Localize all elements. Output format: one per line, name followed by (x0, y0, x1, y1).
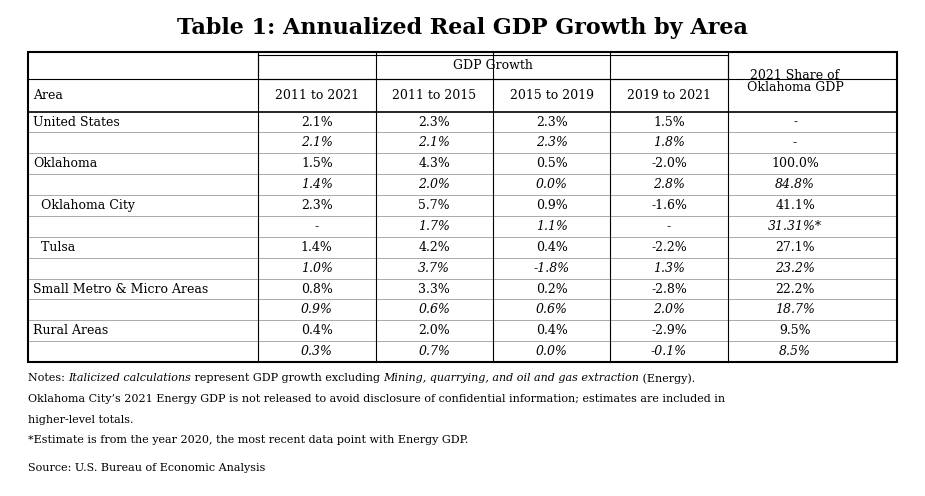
Text: Tulsa: Tulsa (33, 241, 76, 254)
Text: Area: Area (33, 89, 63, 102)
Text: 22.2%: 22.2% (775, 283, 815, 296)
Text: 9.5%: 9.5% (779, 324, 811, 337)
Text: Rural Areas: Rural Areas (33, 324, 108, 337)
Text: -: - (667, 220, 672, 233)
Text: 0.9%: 0.9% (301, 304, 333, 316)
Text: 2011 to 2021: 2011 to 2021 (275, 89, 359, 102)
Text: 4.3%: 4.3% (418, 157, 450, 170)
Text: (Energy).: (Energy). (639, 373, 696, 383)
Text: 2.1%: 2.1% (301, 136, 333, 149)
Text: 2.8%: 2.8% (653, 178, 684, 191)
Text: 0.8%: 0.8% (301, 283, 333, 296)
Text: 27.1%: 27.1% (775, 241, 815, 254)
Text: Italicized calculations: Italicized calculations (68, 373, 191, 383)
Text: 0.6%: 0.6% (536, 304, 568, 316)
Text: 2.0%: 2.0% (418, 324, 450, 337)
Text: Small Metro & Micro Areas: Small Metro & Micro Areas (33, 283, 208, 296)
Text: 1.1%: 1.1% (536, 220, 568, 233)
Text: 31.31%*: 31.31%* (768, 220, 822, 233)
Text: United States: United States (33, 116, 120, 128)
Text: 1.5%: 1.5% (301, 157, 333, 170)
Text: 0.6%: 0.6% (418, 304, 450, 316)
Text: 2.3%: 2.3% (536, 136, 568, 149)
Text: -: - (793, 136, 797, 149)
Text: -: - (793, 116, 797, 128)
Text: 84.8%: 84.8% (775, 178, 815, 191)
Text: 2015 to 2019: 2015 to 2019 (510, 89, 594, 102)
Text: 2011 to 2015: 2011 to 2015 (392, 89, 476, 102)
Text: -2.9%: -2.9% (651, 324, 687, 337)
Text: 0.2%: 0.2% (536, 283, 568, 296)
Text: 1.4%: 1.4% (301, 241, 333, 254)
Text: Oklahoma: Oklahoma (33, 157, 97, 170)
Text: 0.4%: 0.4% (301, 324, 333, 337)
Text: *Estimate is from the year 2020, the most recent data point with Energy GDP.: *Estimate is from the year 2020, the mos… (28, 435, 468, 445)
Text: -2.2%: -2.2% (651, 241, 687, 254)
Text: 0.9%: 0.9% (536, 199, 568, 212)
Text: 2.3%: 2.3% (301, 199, 333, 212)
Text: 1.7%: 1.7% (418, 220, 450, 233)
Text: 23.2%: 23.2% (775, 262, 815, 275)
Text: 2.0%: 2.0% (418, 178, 450, 191)
Text: 18.7%: 18.7% (775, 304, 815, 316)
Text: represent GDP growth excluding: represent GDP growth excluding (191, 373, 384, 383)
Text: higher-level totals.: higher-level totals. (28, 415, 133, 425)
Text: 1.8%: 1.8% (653, 136, 684, 149)
Text: 1.0%: 1.0% (301, 262, 333, 275)
Bar (28, 52, 897, 362)
Text: 3.3%: 3.3% (418, 283, 450, 296)
Text: -1.8%: -1.8% (534, 262, 570, 275)
Text: 0.0%: 0.0% (536, 345, 568, 358)
Text: 1.3%: 1.3% (653, 262, 684, 275)
Text: -2.8%: -2.8% (651, 283, 687, 296)
Text: 2021 Share of: 2021 Share of (750, 69, 840, 82)
Text: 3.7%: 3.7% (418, 262, 450, 275)
Text: 1.4%: 1.4% (301, 178, 333, 191)
Text: Notes:: Notes: (28, 373, 68, 383)
Text: -0.1%: -0.1% (651, 345, 687, 358)
Text: 0.5%: 0.5% (536, 157, 568, 170)
Text: 1.5%: 1.5% (653, 116, 684, 128)
Text: 5.7%: 5.7% (418, 199, 450, 212)
Text: 2019 to 2021: 2019 to 2021 (627, 89, 711, 102)
Text: Table 1: Annualized Real GDP Growth by Area: Table 1: Annualized Real GDP Growth by A… (177, 17, 748, 39)
Text: Source: U.S. Bureau of Economic Analysis: Source: U.S. Bureau of Economic Analysis (28, 463, 265, 473)
Text: 8.5%: 8.5% (779, 345, 811, 358)
Text: Oklahoma GDP: Oklahoma GDP (746, 81, 844, 94)
Text: Mining, quarrying, and oil and gas extraction: Mining, quarrying, and oil and gas extra… (384, 373, 639, 383)
Text: 2.1%: 2.1% (418, 136, 450, 149)
Text: -: - (314, 220, 319, 233)
Text: 0.4%: 0.4% (536, 241, 568, 254)
Text: 0.7%: 0.7% (418, 345, 450, 358)
Text: -1.6%: -1.6% (651, 199, 687, 212)
Text: Oklahoma City: Oklahoma City (33, 199, 135, 212)
Text: 2.1%: 2.1% (301, 116, 333, 128)
Text: 41.1%: 41.1% (775, 199, 815, 212)
Text: Oklahoma City’s 2021 Energy GDP is not released to avoid disclosure of confident: Oklahoma City’s 2021 Energy GDP is not r… (28, 394, 725, 404)
Text: 0.0%: 0.0% (536, 178, 568, 191)
Text: 2.0%: 2.0% (653, 304, 684, 316)
Text: 4.2%: 4.2% (418, 241, 450, 254)
Text: -2.0%: -2.0% (651, 157, 687, 170)
Text: 2.3%: 2.3% (418, 116, 450, 128)
Text: 0.4%: 0.4% (536, 324, 568, 337)
Text: GDP Growth: GDP Growth (453, 59, 533, 72)
Text: 2.3%: 2.3% (536, 116, 568, 128)
Text: 0.3%: 0.3% (301, 345, 333, 358)
Text: 100.0%: 100.0% (771, 157, 819, 170)
